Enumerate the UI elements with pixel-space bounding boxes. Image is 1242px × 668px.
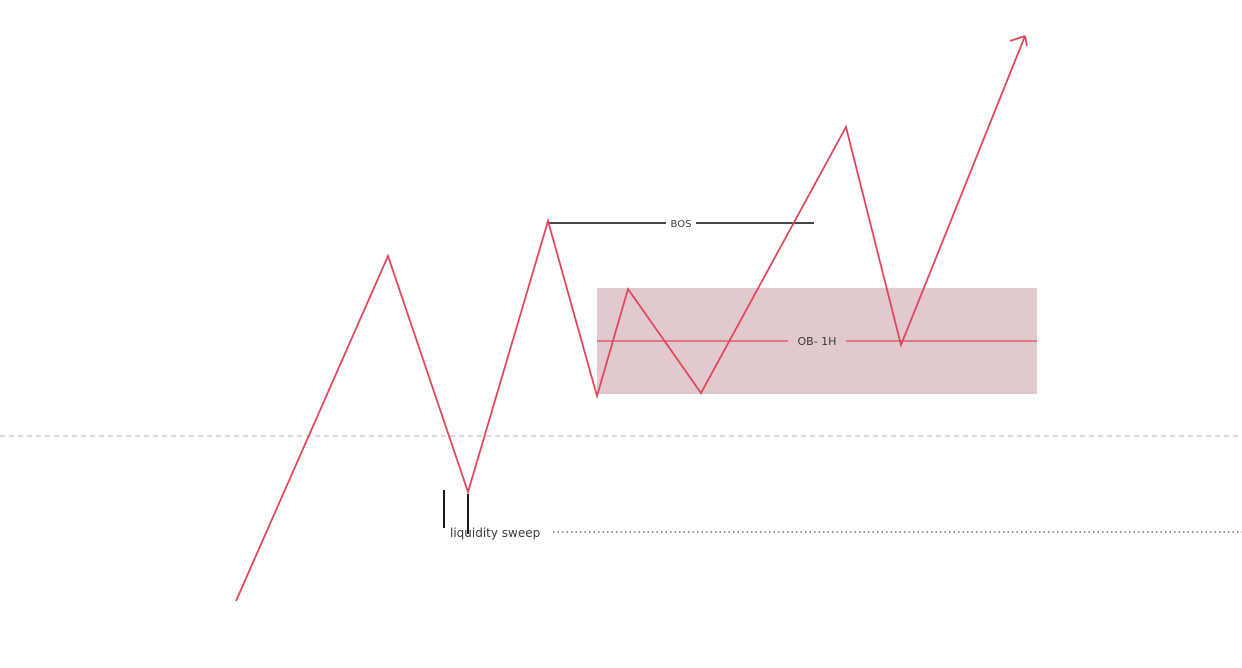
liquidity-sweep-label: liquidity sweep bbox=[450, 526, 540, 540]
bos-label: BOS bbox=[671, 219, 692, 230]
order-block-label: OB- 1H bbox=[798, 335, 837, 348]
price-path-line bbox=[235, 35, 1026, 602]
arrow-up-right-icon bbox=[1009, 35, 1028, 47]
